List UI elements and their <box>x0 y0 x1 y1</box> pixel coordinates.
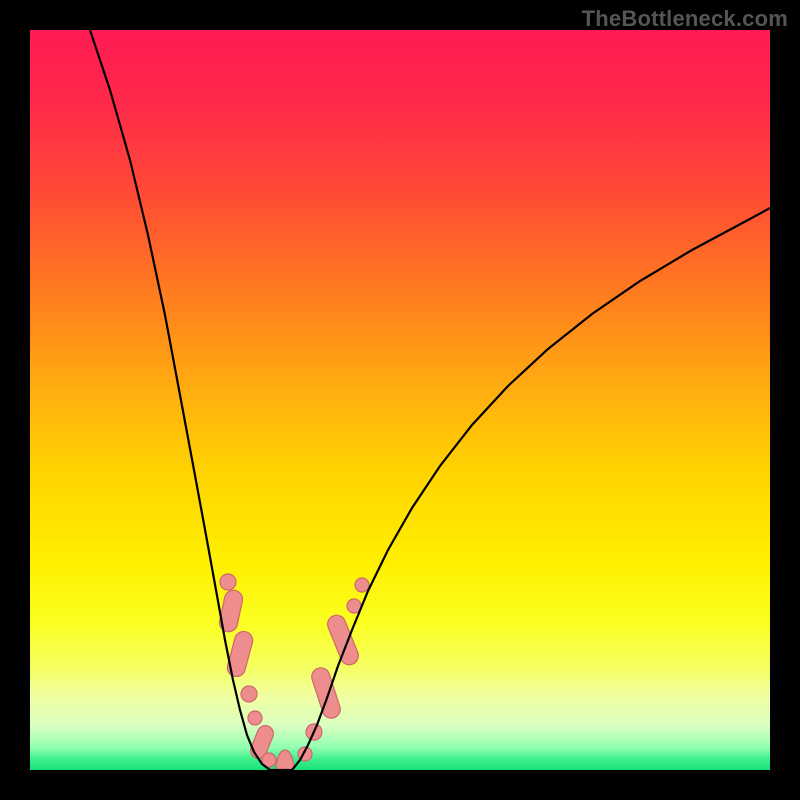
curve-marker <box>248 711 262 725</box>
chart-frame: TheBottleneck.com <box>0 0 800 800</box>
curve-layer <box>30 30 770 770</box>
curve-marker <box>355 578 369 592</box>
curve-marker <box>225 629 254 678</box>
markers-group <box>218 574 369 770</box>
curve-marker <box>309 665 342 720</box>
curve-marker <box>241 686 257 702</box>
watermark-text: TheBottleneck.com <box>582 6 788 32</box>
curve-marker <box>220 574 236 590</box>
curve-marker <box>276 750 294 770</box>
v-curve <box>90 30 770 770</box>
plot-area <box>30 30 770 770</box>
